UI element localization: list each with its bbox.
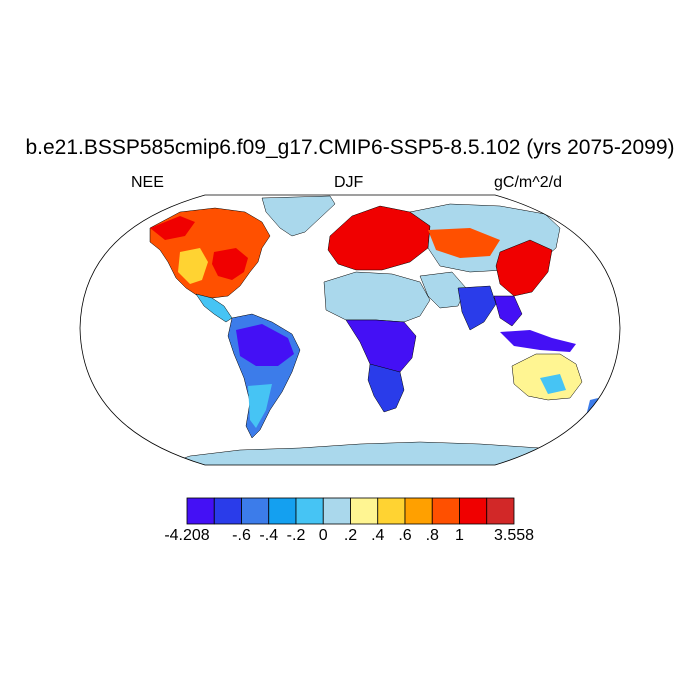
colorbar-tick-label: .8 xyxy=(425,527,439,544)
colorbar-tick-label: 0 xyxy=(318,527,328,544)
region-east-asia xyxy=(495,239,553,297)
colorbar-swatch xyxy=(213,497,242,525)
colorbar-tick-label: -.6 xyxy=(232,527,251,544)
region-southern-south-america xyxy=(248,384,272,428)
colorbar-swatch xyxy=(322,497,351,525)
colorbar-tick-label: -.4 xyxy=(259,527,279,544)
region-alaska xyxy=(150,216,195,240)
colorbar-swatch xyxy=(350,497,379,525)
colorbar-swatch xyxy=(404,497,433,525)
colorbar-swatch xyxy=(295,497,324,525)
colorbar-swatch xyxy=(486,497,515,525)
region-greenland xyxy=(261,195,336,237)
region-australia-cool xyxy=(540,374,566,394)
region-antarctica xyxy=(159,441,601,465)
region-amazon xyxy=(236,324,294,366)
colorbar xyxy=(186,497,515,525)
colorbar-tick-label: .6 xyxy=(398,527,412,544)
variable-label: NEE xyxy=(131,174,164,191)
region-sahara xyxy=(323,271,431,323)
region-us-plains xyxy=(178,248,208,284)
region-india xyxy=(457,285,497,331)
map-boundary xyxy=(79,194,621,466)
region-asia-warm xyxy=(428,228,500,258)
colorbar-tick-label: .4 xyxy=(371,527,385,544)
colorbar-tick-label: 3.558 xyxy=(493,527,535,544)
region-indonesia xyxy=(500,330,576,352)
colorbar-swatch xyxy=(186,497,215,525)
colorbar-swatch xyxy=(241,497,270,525)
region-middle-east xyxy=(419,271,467,309)
region-central-america xyxy=(195,293,233,323)
colorbar-swatch xyxy=(459,497,488,525)
colorbar-tick-label: 1 xyxy=(455,527,464,544)
season-label: DJF xyxy=(334,174,364,191)
colorbar-tick-label: -.2 xyxy=(286,527,306,544)
colorbar-tick-label: .2 xyxy=(343,527,358,544)
chart-title: b.e21.BSSP585cmip6.f09_g17.CMIP6-SSP5-8.… xyxy=(25,136,675,159)
region-eastern-us xyxy=(212,248,248,280)
colorbar-swatch xyxy=(431,497,460,525)
colorbar-swatch xyxy=(377,497,406,525)
region-southeast-asia xyxy=(493,295,523,327)
region-southern-africa xyxy=(367,363,405,413)
colorbar-tick-label: -4.208 xyxy=(164,527,210,544)
region-europe xyxy=(327,205,431,271)
units-label: gC/m^2/d xyxy=(494,174,562,191)
region-central-africa xyxy=(345,319,417,377)
colorbar-swatch xyxy=(268,497,297,525)
